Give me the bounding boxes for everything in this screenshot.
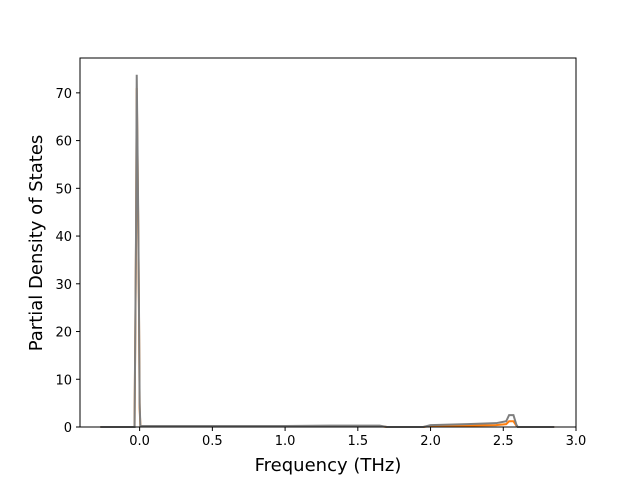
- x-axis-title: Frequency (THz): [255, 455, 402, 476]
- y-tick-label: 40: [55, 230, 72, 245]
- x-tick-label: 2.5: [493, 434, 514, 449]
- x-tick-label: 1.0: [275, 434, 296, 449]
- x-tick-label: 0.5: [202, 434, 223, 449]
- line: [100, 74, 555, 428]
- plot-frame: [79, 57, 577, 428]
- y-tick-label: 60: [55, 135, 72, 150]
- y-tick-label: 70: [55, 87, 72, 102]
- y-axis-title: Partial Density of States: [26, 135, 47, 352]
- x-tick-label: 3.0: [566, 434, 587, 449]
- y-tick-label: 50: [55, 182, 72, 197]
- y-tick-label: 0: [64, 421, 72, 436]
- x-tick-label: 2.0: [420, 434, 441, 449]
- y-tick-label: 10: [55, 373, 72, 388]
- x-tick-label: 1.5: [347, 434, 368, 449]
- x-tick-label: 0.0: [129, 434, 150, 449]
- line: [100, 88, 555, 428]
- y-tick-label: 20: [55, 326, 72, 341]
- y-tick-label: 30: [55, 278, 72, 293]
